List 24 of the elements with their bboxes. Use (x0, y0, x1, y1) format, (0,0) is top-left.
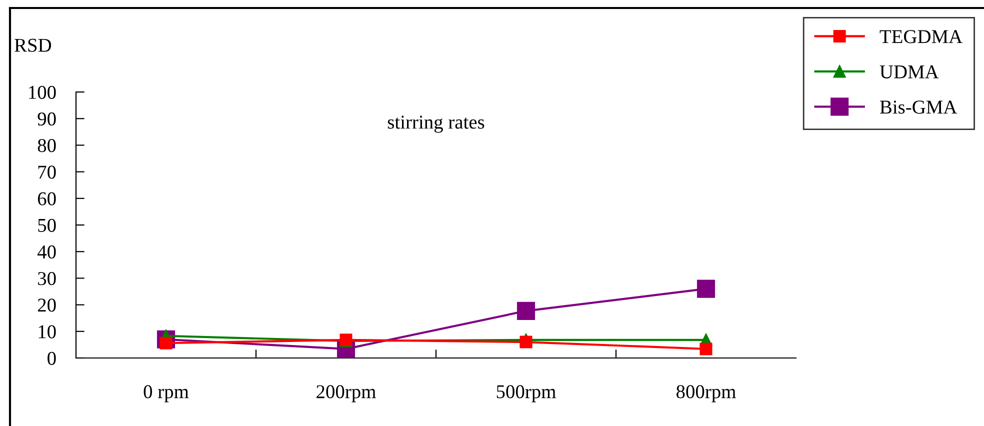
point (700, 342, 712, 356)
x-tick-label: 0 rpm (144, 385, 189, 402)
y-tick-label: 40 (37, 245, 56, 259)
x-tick-label: 500rpm (496, 385, 556, 402)
y-tick-label: 80 (38, 139, 56, 152)
legend-label: TEGDMA (880, 30, 962, 44)
y-tick-label: 50 (38, 218, 56, 232)
text: stirring rates (388, 116, 484, 133)
point (520, 336, 532, 348)
y-tick-label: 60 (38, 192, 56, 206)
y-tick-label: 100 (29, 86, 56, 99)
y-tick-label: 90 (38, 112, 56, 126)
y-tick-label: 0 (48, 352, 56, 365)
point (516, 302, 536, 320)
point (696, 280, 716, 298)
x-tick-label: 200rpm (316, 385, 376, 402)
y-tick-label: 20 (38, 298, 56, 312)
y-tick-label: 70 (38, 166, 56, 179)
y-tick-label: 10 (38, 325, 56, 338)
x-tick-label: 800rpm (676, 385, 736, 402)
y-axis-title: RSD (14, 38, 52, 52)
y-tick-label: 30 (38, 272, 56, 286)
legend-label: Bis-GMA (880, 100, 958, 114)
legend-label: UDMA (880, 65, 939, 78)
